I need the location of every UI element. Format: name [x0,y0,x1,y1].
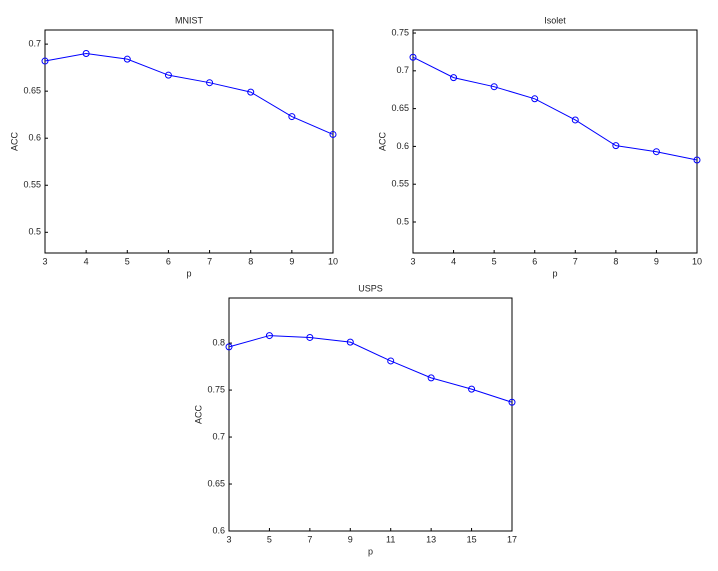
x-tick-label: 7 [307,534,312,544]
plot-area [228,297,513,532]
y-tick-label: 0.75 [391,27,409,37]
marker [306,333,314,341]
marker [123,55,131,63]
y-tick-label: 0.65 [23,86,41,96]
y-tick-label: 0.7 [212,431,225,441]
chart-title: MNIST [175,15,204,25]
x-axis-label: p [368,546,373,556]
x-tick-label: 9 [289,256,294,266]
y-axis-label: ACC [377,132,387,152]
y-tick-label: 0.6 [212,525,225,535]
marker [450,74,458,82]
x-tick-label: 11 [386,534,395,544]
marker [206,79,214,87]
chart-title: Isolet [544,15,566,25]
marker [346,338,354,346]
x-tick-label: 8 [613,256,618,266]
y-tick-label: 0.55 [391,179,409,189]
series-line [228,335,513,403]
marker [468,385,476,393]
y-tick-label: 0.6 [28,133,41,143]
y-tick-label: 0.7 [396,65,409,75]
x-tick-label: 9 [348,534,353,544]
marker [225,343,233,351]
marker [265,332,273,340]
marker [82,50,90,58]
x-tick-label: 7 [207,256,212,266]
x-tick-label: 3 [226,534,231,544]
marker [531,95,539,103]
x-tick-label: 3 [410,256,415,266]
marker [247,88,255,96]
y-tick-label: 0.6 [396,141,409,151]
subplot: Isolet p ACC 3 4 5 6 7 8 9 10 0.5 0.55 0.6 0.65 0.7 0.75 [377,15,702,278]
y-axis-label: ACC [193,405,203,425]
x-tick-label: 5 [125,256,130,266]
subplot: MNIST p ACC 3 4 5 6 7 8 9 10 0.5 0.55 0.6 0.65 0.7 [9,15,338,278]
marker [612,142,620,150]
x-tick-label: 10 [692,256,702,266]
y-tick-label: 0.65 [207,478,225,488]
subplot: USPS p ACC 3 5 7 9 11 13 15 17 0.6 0.65 0.7 0.75 0.8 [193,283,517,556]
x-tick-label: 9 [654,256,659,266]
y-tick-label: 0.65 [391,103,409,113]
marker [571,116,579,124]
y-tick-label: 0.5 [28,227,41,237]
y-axis-label: ACC [9,132,19,152]
chart-title: USPS [358,283,383,293]
marker [652,148,660,156]
marker [387,357,395,365]
x-tick-label: 5 [492,256,497,266]
x-tick-label: 10 [328,256,338,266]
y-tick-label: 0.8 [212,337,225,347]
marker [41,57,49,65]
x-tick-label: 4 [84,256,89,266]
marker [288,113,296,121]
plot-area [44,29,334,254]
plot-area [412,29,698,254]
y-tick-label: 0.5 [396,216,409,226]
marker [490,83,498,91]
series-line [412,56,698,161]
x-tick-label: 4 [451,256,456,266]
x-tick-label: 3 [42,256,47,266]
marker [409,53,417,61]
x-tick-label: 6 [166,256,171,266]
x-tick-label: 13 [426,534,436,544]
marker [693,156,701,164]
x-tick-label: 8 [248,256,253,266]
x-axis-label: p [186,268,191,278]
y-tick-label: 0.55 [23,180,41,190]
marker [427,374,435,382]
x-tick-label: 6 [532,256,537,266]
x-tick-label: 5 [267,534,272,544]
marker [508,398,516,406]
marker [329,130,337,138]
x-tick-label: 17 [507,534,517,544]
y-tick-label: 0.7 [28,38,41,48]
x-tick-label: 7 [573,256,578,266]
x-tick-label: 15 [467,534,477,544]
marker [164,71,172,79]
series-line [44,53,334,135]
x-axis-label: p [552,268,557,278]
y-tick-label: 0.75 [207,384,225,394]
